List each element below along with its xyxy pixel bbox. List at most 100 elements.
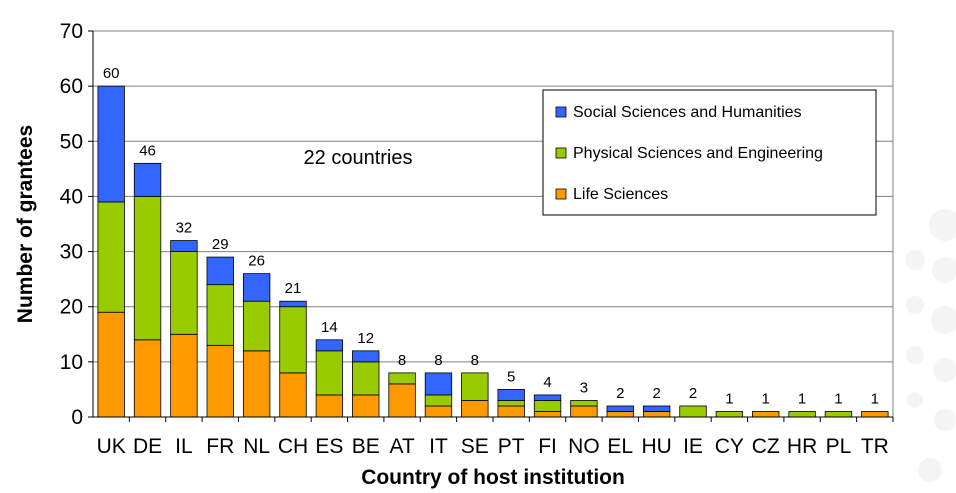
x-tick-label: SE [461,435,489,458]
bar-segment [570,405,598,418]
x-tick-label: DE [133,435,162,458]
bar-segment [170,333,198,418]
data-label: 1 [798,390,806,407]
bar-segment [497,405,525,418]
bar-segment [315,339,344,352]
legend-label: Social Sciences and Humanities [573,104,802,121]
bar-segment [424,372,453,396]
x-tick-label: IL [175,435,193,458]
x-tick-label: NO [568,435,600,458]
bar-segment [352,350,380,363]
legend-label: Physical Sciences and Engineering [573,145,823,162]
bars [97,85,889,418]
x-tick-label: AT [389,435,414,458]
bar-segment [242,300,271,352]
bar-segment [533,400,562,412]
data-label: 2 [652,385,660,402]
bar-segment [242,350,271,418]
bar-segment [861,411,889,418]
bar-segment [461,372,489,401]
x-tick-label: UK [97,435,126,458]
x-tick-label: CH [278,435,308,458]
data-label: 5 [507,368,515,385]
bar-segment [388,372,416,385]
x-tick-label: NL [243,435,270,458]
legend-swatch [555,147,567,159]
bar-segment [133,339,162,418]
x-tick-label: HR [787,435,817,458]
bar-segment [606,411,634,418]
bar-segment [170,240,198,252]
x-tick-label: FI [538,435,557,458]
bar-segment [824,411,853,418]
y-tick-label: 30 [60,241,83,264]
bar-segment [533,394,562,401]
x-tick-label: PT [498,435,525,458]
bar-segment [461,400,489,418]
bar-segment [133,162,162,197]
x-tick-label: FR [206,435,234,458]
data-label: 60 [103,65,120,82]
x-tick-label: HU [641,435,671,458]
data-label: 1 [762,390,770,407]
bar-segment [97,311,125,418]
data-label: 46 [139,142,156,159]
data-label: 2 [689,385,697,402]
bar-segment [206,256,234,286]
legend-label: Life Sciences [573,186,668,203]
bar-segment [352,394,380,418]
bar-segment [315,350,344,396]
data-label: 26 [248,253,265,270]
data-label: 4 [543,374,551,391]
y-tick-label: 50 [60,130,83,153]
data-label: 1 [725,390,733,407]
x-tick-label: BE [352,435,380,458]
legend-swatch [555,106,567,118]
bar-segment [279,372,307,418]
bar-segment [642,411,671,418]
bar-segment [424,394,453,407]
bar-segment [642,405,671,412]
x-tick-label: TR [861,435,889,458]
legend: Social Sciences and Humanities Physical S… [542,89,877,216]
data-label: 29 [212,236,229,253]
bar-segment [315,394,344,418]
data-label: 2 [616,385,624,402]
data-label: 21 [285,280,302,297]
y-tick-label: 60 [60,75,83,98]
bar-segment [242,273,271,302]
bar-segment [206,284,234,346]
bar-segment [533,411,562,418]
x-tick-label: EL [607,435,633,458]
x-axis-ticks: UK DE IL FR NL CH ES BE AT IT SE PT FI NO EL HU IE CY CZ HR… [97,417,894,458]
y-tick-label: 10 [60,351,83,374]
bar-segment [679,405,707,418]
x-tick-label: CY [715,435,744,458]
bar-segment [606,405,634,412]
bar-segment [206,344,234,418]
data-label: 12 [357,330,374,347]
x-tick-label: PL [826,435,852,458]
y-tick-label: 70 [60,20,83,43]
y-axis-ticks: 0 10 20 30 40 50 60 70 [60,20,93,429]
data-label: 14 [321,319,338,336]
bar-segment [97,85,125,203]
x-tick-label: CZ [752,435,780,458]
bar-segment [97,201,125,313]
bar-segment [570,400,598,407]
x-axis-title: Country of host institution [361,466,625,489]
bar-segment [279,300,307,308]
x-tick-label: ES [315,435,343,458]
bar-segment [752,411,780,418]
y-tick-label: 20 [60,296,83,319]
data-label: 8 [471,352,479,369]
bar-segment [352,361,380,396]
x-tick-label: IE [683,435,703,458]
y-tick-label: 0 [71,406,83,429]
data-label: 1 [871,390,879,407]
x-tick-label: IT [429,435,448,458]
bar-segment [497,389,525,401]
y-axis-title: Number of grantees [14,125,37,323]
